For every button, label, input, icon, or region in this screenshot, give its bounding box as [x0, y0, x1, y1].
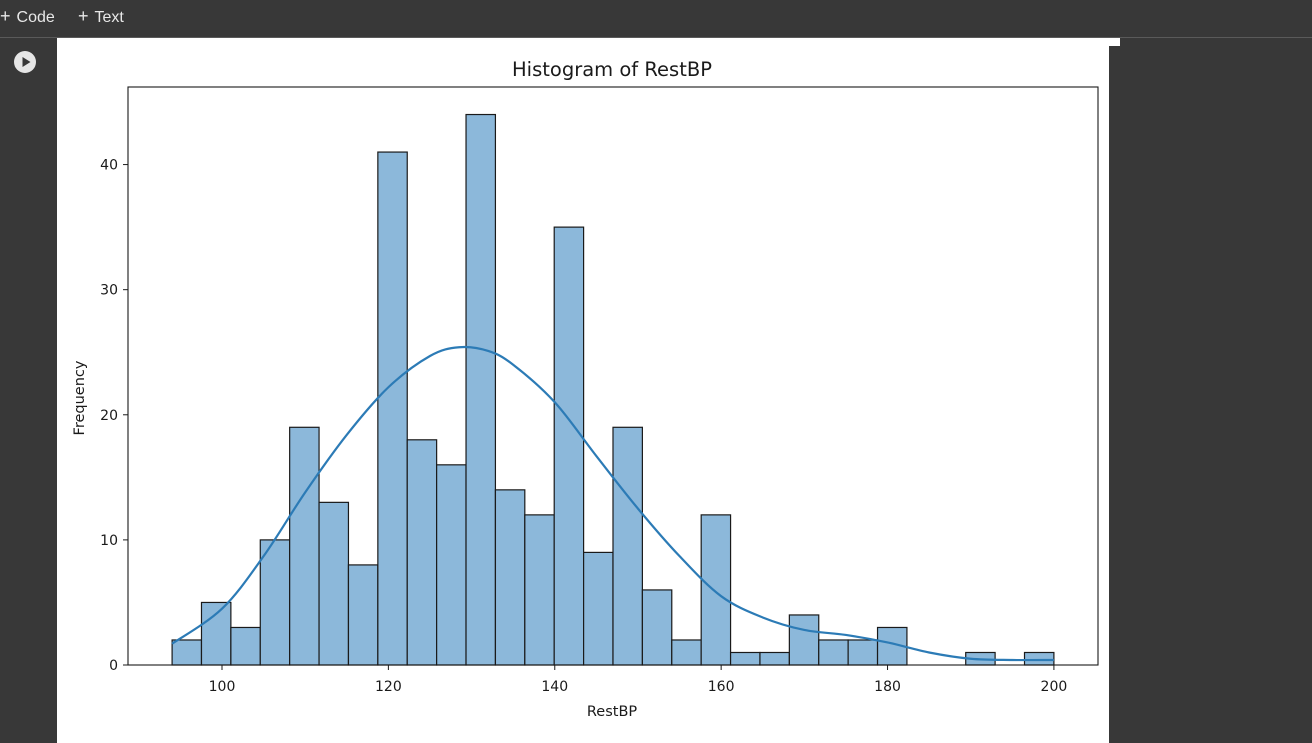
histogram-bar	[700, 514, 732, 666]
histogram-bar	[171, 639, 203, 666]
y-tick-label: 30	[100, 283, 118, 299]
y-tick-label: 10	[100, 533, 118, 549]
x-tick-label: 180	[874, 679, 901, 695]
axes-frame	[127, 86, 1099, 666]
histogram-bar	[494, 489, 526, 666]
output-edge	[1109, 38, 1120, 46]
histogram-bar	[671, 639, 702, 666]
x-tick-label: 140	[541, 679, 568, 695]
add-code-label: Code	[16, 9, 55, 26]
histogram-bar	[847, 639, 879, 666]
plot-area: 100 120 140 160 180 200 0 10 20 30 40	[100, 86, 1099, 695]
histogram-bar	[230, 626, 261, 666]
notebook-toolbar: + Code + Text	[0, 0, 1312, 37]
histogram-chart: Histogram of RestBP Frequency RestBP 100…	[72, 58, 1099, 720]
histogram-bar	[377, 151, 408, 666]
y-tick-label: 20	[100, 408, 118, 424]
y-axis-label: Frequency	[72, 360, 88, 435]
add-text-cell-button[interactable]: + Text	[78, 5, 124, 27]
histogram-bar	[583, 551, 614, 666]
histogram-bar	[436, 464, 467, 666]
histogram-bar	[200, 601, 232, 666]
play-icon	[22, 57, 31, 67]
histogram-bar	[289, 426, 320, 666]
histogram-bar	[759, 651, 790, 666]
histogram-bar	[524, 514, 555, 666]
histogram-bar	[788, 614, 820, 666]
cell-gutter	[0, 38, 57, 743]
chart-title: Histogram of RestBP	[512, 58, 712, 81]
histogram-bar	[347, 564, 379, 666]
add-text-label: Text	[94, 9, 124, 26]
run-cell-button[interactable]	[14, 51, 36, 73]
x-tick-label: 200	[1041, 679, 1068, 695]
toolbar-divider	[0, 37, 1312, 38]
x-tick-label: 120	[375, 679, 402, 695]
histogram-bar	[553, 226, 585, 666]
histogram-bar	[612, 426, 643, 666]
histogram-bar	[729, 651, 761, 666]
plus-icon: +	[78, 6, 89, 26]
histogram-bar	[641, 589, 673, 666]
histogram-bar	[818, 639, 849, 666]
histogram-bar	[318, 501, 350, 666]
histogram-bar	[259, 539, 291, 666]
y-tick-label: 0	[109, 658, 118, 674]
cell-output: Histogram of RestBP Frequency RestBP 100…	[57, 38, 1109, 743]
kde-curve	[171, 345, 1054, 662]
y-tick-label: 40	[100, 158, 118, 174]
histogram-bar	[465, 113, 497, 666]
x-axis-label: RestBP	[587, 704, 638, 720]
x-tick-label: 100	[209, 679, 236, 695]
add-code-cell-button[interactable]: + Code	[0, 5, 55, 27]
x-tick-label: 160	[708, 679, 735, 695]
plus-icon: +	[0, 6, 11, 26]
histogram-bar	[1023, 651, 1055, 666]
histogram-bar	[406, 439, 438, 666]
